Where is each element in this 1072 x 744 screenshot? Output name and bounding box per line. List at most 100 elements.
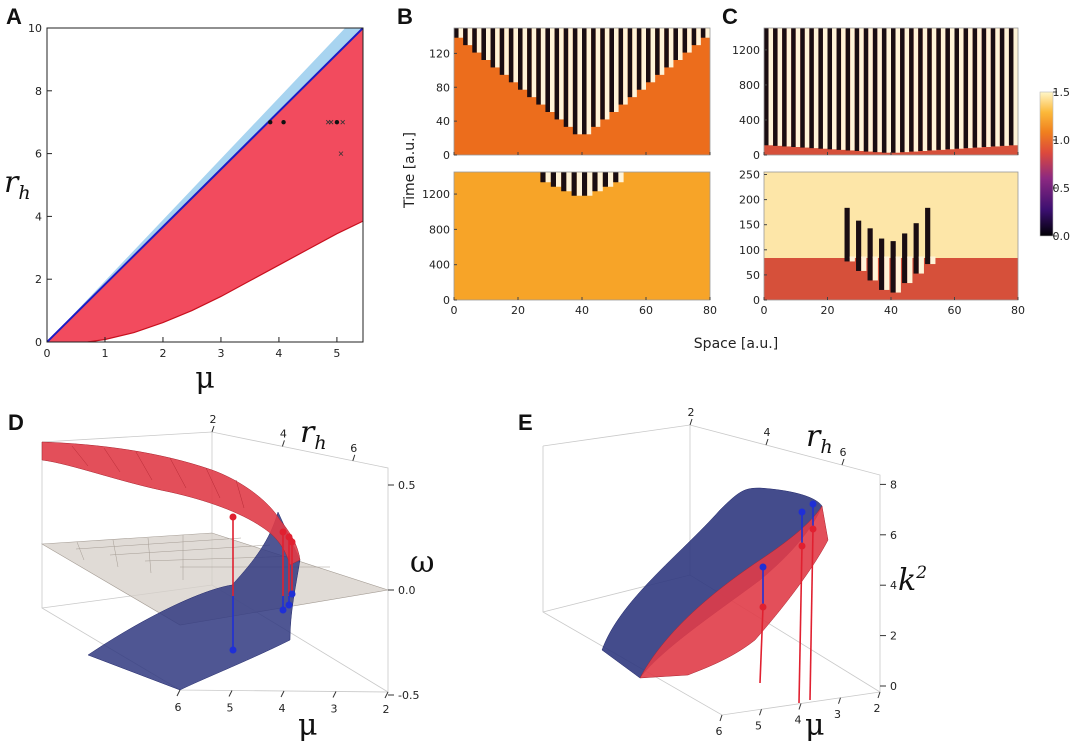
e-blue-point	[759, 563, 767, 571]
b-top-stripe-light	[586, 28, 592, 135]
c-top-stripe-dark	[990, 28, 996, 147]
c-bottom-y-tick-label: 100	[739, 244, 760, 257]
d-mu-tick-mark	[228, 690, 233, 697]
c-bottom-y-tick-label: 250	[739, 169, 760, 182]
c-top-stripe-light	[1004, 28, 1009, 146]
b-bottom-stripe-dark	[540, 172, 546, 183]
b-top-stripe-light	[476, 28, 482, 53]
c-top-stripe-dark	[809, 28, 814, 149]
colorbar-gradient	[1039, 91, 1054, 237]
c-top-stripe-dark	[936, 28, 941, 150]
c-top-stripe-dark	[891, 28, 896, 153]
c-top-stripe-light	[922, 28, 928, 151]
b-top-stripe-light	[522, 28, 528, 90]
e-rh-tick-mark	[765, 438, 769, 446]
c-top-y-tick-label: 0	[753, 149, 760, 162]
b-top-stripe-dark	[627, 28, 633, 98]
e-mu-tick-label: 2	[874, 702, 881, 715]
b-top-stripe-light	[604, 28, 610, 120]
panel-a-x-ticks: 0 1 2 3 4 5	[44, 337, 340, 360]
e-rh-tick-label: 6	[840, 446, 847, 459]
panel-label-d: D	[8, 410, 24, 435]
c-bottom-stripe-light	[884, 256, 890, 290]
c-bottom-x-tick-label: 20	[821, 304, 835, 317]
c-bottom-stripe-dark	[902, 233, 908, 284]
e-k2-tick-label: 8	[890, 478, 897, 491]
e-mu-label: μ	[805, 708, 825, 743]
c-top-stripe-light	[841, 28, 846, 150]
c-top-stripe-light	[959, 28, 964, 149]
d-red-point	[229, 513, 237, 521]
b-bottom-stripe-dark	[550, 172, 556, 187]
panel-label-a: A	[6, 4, 22, 29]
c-bottom-x-tick-label: 40	[884, 304, 898, 317]
marker-cross-stroke	[338, 151, 344, 156]
b-bottom-stripe-dark	[613, 172, 619, 183]
d-mu-tick-label: 3	[331, 703, 338, 716]
b-top-stripe-light	[623, 28, 628, 105]
panel-a-y-ticks: 0 2 4 6 8 10	[28, 22, 52, 349]
b-bottom-stripe-dark	[582, 172, 588, 196]
a-x-tick-label: 0	[44, 347, 51, 360]
lower-boundary-line	[87, 220, 363, 342]
b-top-y-tick-label: 80	[436, 81, 450, 94]
colorbar: 0.0 0.5 1.0 1.5	[1039, 86, 1070, 243]
e-rh-tick-label: 4	[764, 426, 771, 439]
d-rh-tick-mark	[281, 440, 285, 447]
c-top-stripe-dark	[963, 28, 969, 149]
a-y-tick-label: 8	[35, 85, 42, 98]
b-top-stripe-dark	[673, 28, 678, 60]
b-top-stripe-light	[531, 28, 537, 98]
b-top-stripe-light	[614, 28, 619, 112]
b-top-stripe-light	[687, 28, 692, 53]
b-top-stripe-dark	[563, 28, 569, 127]
b-top-stripe-light	[650, 28, 656, 83]
b-bottom-y-tick-label: 800	[429, 223, 450, 236]
b-bottom-stripes	[540, 172, 624, 196]
c-top-stripe-light	[859, 28, 864, 151]
e-mu-tick-mark	[838, 697, 841, 704]
e-mu-tick-label: 3	[834, 708, 841, 721]
e-mu-tick-mark	[719, 714, 723, 722]
c-bottom-stripe-dark	[856, 220, 862, 271]
c-top-stripe-dark	[909, 28, 914, 152]
d-omega-tick-label: -0.5	[398, 689, 419, 702]
c-top-stripe-light	[895, 28, 901, 153]
red-upper-surface	[41, 441, 301, 566]
b-bottom-stripe-light	[587, 172, 593, 196]
e-red-point	[759, 603, 767, 611]
b-top-y-tick-label: 40	[436, 115, 450, 128]
b-top-stripe-light	[641, 28, 646, 90]
c-top-stripe-dark	[881, 28, 887, 153]
e-red-stem	[809, 528, 814, 701]
b-top-stripe-dark	[499, 28, 505, 75]
d-mu-tick-label: 5	[227, 702, 234, 715]
a-x-tick-label: 5	[333, 347, 340, 360]
e-k2-label: k2	[898, 563, 927, 598]
c-bottom-y-tick-label: 150	[739, 219, 760, 232]
e-red-point	[798, 542, 806, 550]
c-top-stripe-dark	[836, 28, 842, 150]
c-top-stripe-dark	[791, 28, 796, 147]
e-mu-tick-mark	[877, 691, 881, 699]
b-bottom-y-tick-label: 1200	[422, 188, 450, 201]
a-y-tick-label: 0	[35, 336, 42, 349]
b-top-stripe-dark	[527, 28, 532, 98]
e-mu-tick-label: 6	[716, 725, 723, 738]
space-axis-label: Space [a.u.]	[694, 336, 778, 352]
panel-d-3d-plot: 2 3 4 5 6 2 4 6 0.5 0.0 -0.5 rh ω μ	[41, 413, 434, 743]
b-top-stripe-dark	[609, 28, 614, 112]
parameter-markers	[268, 119, 345, 156]
panel-a-x-label: μ	[195, 361, 215, 396]
b-top-stripe-light	[705, 28, 710, 38]
c-bottom-stripe-dark	[913, 223, 919, 274]
b-top-stripe-light	[495, 28, 500, 68]
c-top-y-tick-label: 1200	[732, 44, 760, 57]
c-bottom-stripe-dark	[925, 207, 931, 265]
b-top-stripe-dark	[518, 28, 523, 90]
e-mu-tick-label: 4	[795, 714, 802, 727]
b-top-stripe-light	[696, 28, 701, 46]
b-bottom-stripe-light	[618, 172, 624, 183]
